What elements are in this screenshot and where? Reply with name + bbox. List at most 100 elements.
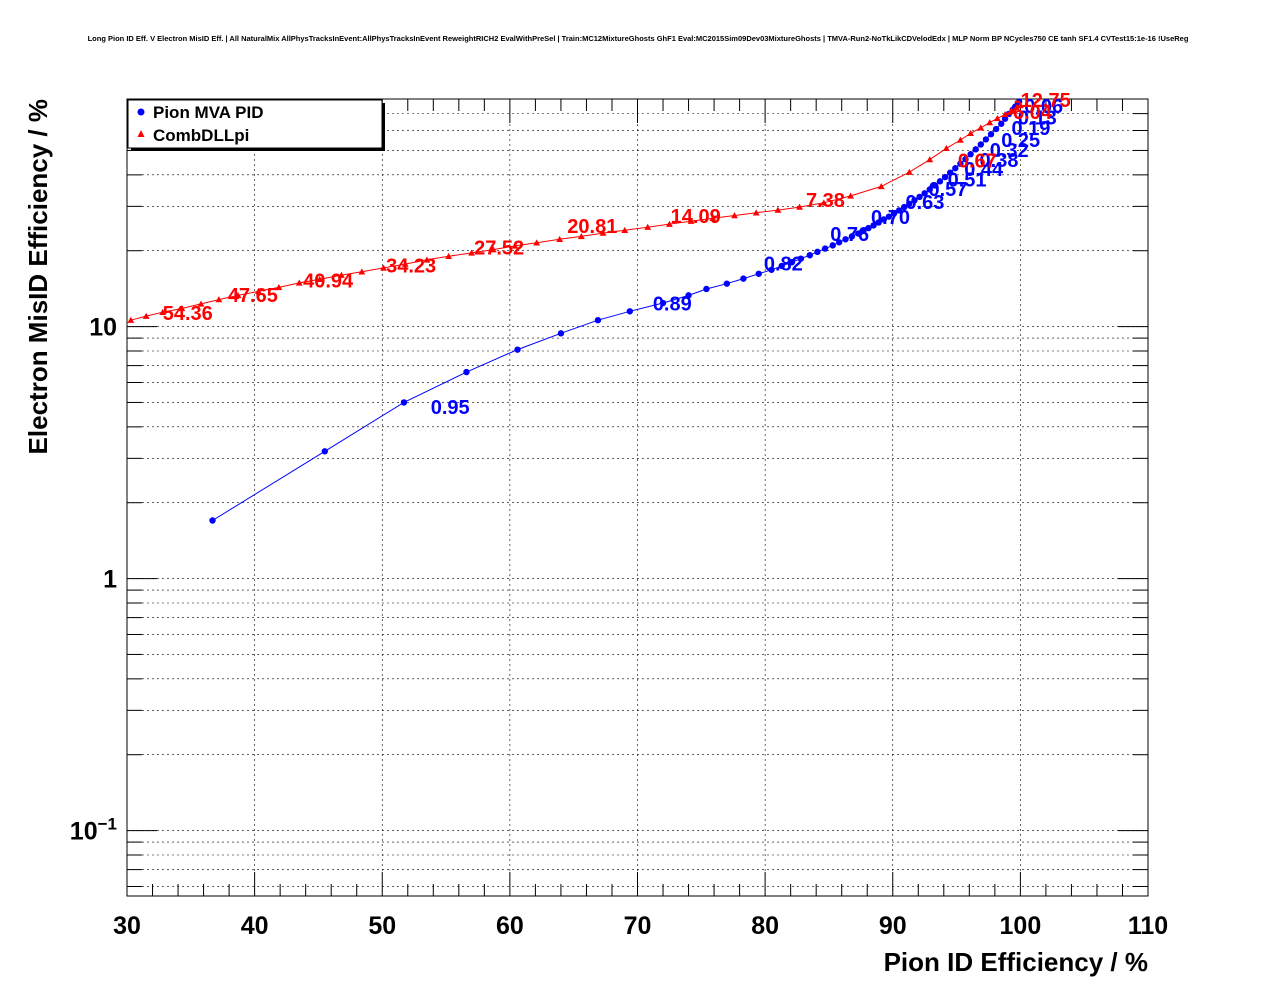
data-point [703, 285, 710, 293]
data-point [255, 287, 262, 295]
data-point [685, 292, 692, 299]
data-point [885, 213, 893, 220]
data-point [942, 144, 950, 151]
data-point [905, 168, 913, 175]
y-tick-sci-base: 10 [70, 818, 98, 846]
data-point [998, 120, 1005, 127]
data-point [127, 316, 135, 323]
y-axis-label: Electron MisID Efficiency / % [23, 99, 53, 454]
data-point [957, 160, 964, 167]
data-point [911, 197, 918, 204]
legend-marker-combdll [137, 130, 145, 137]
series-line [130, 104, 1021, 321]
data-point [295, 279, 303, 286]
data-point [926, 186, 933, 193]
data-point [814, 248, 821, 256]
data-point [209, 517, 216, 524]
y-tick-label: 10 [89, 314, 117, 342]
data-point [709, 214, 717, 222]
data-point [835, 239, 843, 246]
data-point [423, 256, 431, 263]
data-point [967, 151, 974, 158]
data-point [972, 146, 979, 153]
data-point [556, 235, 564, 243]
data-point [468, 249, 475, 256]
data-point [931, 182, 939, 189]
x-tick-label: 30 [113, 912, 141, 940]
data-label: 14.09 [671, 206, 721, 228]
y-tick-sci-exp: −1 [98, 815, 117, 834]
series-line [212, 101, 1020, 521]
x-axis-label: Pion ID Efficiency / % [884, 947, 1148, 977]
data-label: 0.63 [906, 192, 945, 214]
data-point [952, 165, 959, 172]
data-label: 0.38 [980, 150, 1019, 172]
data-point [557, 330, 565, 337]
data-point [159, 308, 167, 315]
legend-entry-pion-mva: Pion MVA PID [153, 103, 264, 122]
data-point [338, 271, 345, 278]
x-tick-label: 80 [751, 912, 779, 940]
data-point [847, 192, 855, 199]
data-label: 0.57 [928, 179, 967, 201]
data-label: 0.95 [431, 397, 470, 419]
data-point [982, 136, 990, 143]
data-point [788, 259, 796, 266]
data-point [860, 227, 867, 234]
data-label: 54.36 [163, 303, 213, 325]
data-point [895, 207, 903, 214]
series-layer [127, 98, 1024, 524]
data-label: 0.44 [964, 159, 1004, 181]
x-tick-label: 50 [368, 912, 396, 940]
chart-title: Long Pion ID Eff. V Electron MisID Eff. … [88, 34, 1189, 43]
data-point [880, 216, 888, 223]
data-point [941, 173, 949, 181]
data-label: -6.04 [1006, 102, 1052, 124]
data-point [926, 156, 934, 163]
x-tick-label: 60 [496, 912, 524, 940]
x-tick-label: 110 [1128, 912, 1168, 940]
data-point [644, 223, 652, 230]
data-point [321, 448, 329, 455]
x-tick-label: 100 [1000, 912, 1042, 940]
data-point [463, 368, 470, 376]
data-point [687, 217, 695, 224]
data-point [577, 232, 585, 240]
data-point [197, 300, 205, 307]
data-point [731, 212, 738, 219]
data-point [234, 291, 242, 299]
data-label: 47.65 [228, 285, 278, 307]
data-point [946, 169, 954, 176]
data-point [445, 252, 453, 260]
data-point [877, 182, 885, 190]
data-label: 0.67 [958, 150, 997, 172]
data-point [659, 299, 667, 307]
data-point [1016, 101, 1024, 109]
y-tick-label: 10−1 [70, 815, 117, 846]
data-point [1001, 115, 1009, 122]
data-point [666, 220, 673, 227]
data-point [626, 308, 634, 315]
data-label: 27.52 [474, 238, 524, 260]
data-point [848, 233, 856, 240]
data-point [178, 305, 186, 312]
x-tick-label: 40 [241, 912, 269, 940]
data-point [621, 226, 629, 234]
data-point [797, 255, 805, 262]
data-point [916, 193, 923, 201]
data-point [936, 178, 944, 185]
data-point [906, 200, 913, 208]
x-tick-label: 70 [624, 912, 652, 940]
data-point [1013, 104, 1020, 111]
data-point [992, 125, 1000, 133]
data-point [921, 190, 928, 197]
data-point [977, 141, 985, 148]
data-label: 0.32 [990, 140, 1029, 162]
data-point [723, 280, 731, 287]
axis-ticks [126, 98, 1149, 896]
x-tick-label: 90 [879, 912, 907, 940]
data-point [774, 206, 782, 213]
data-point [768, 266, 775, 273]
y-tick-label: 1 [103, 566, 117, 594]
